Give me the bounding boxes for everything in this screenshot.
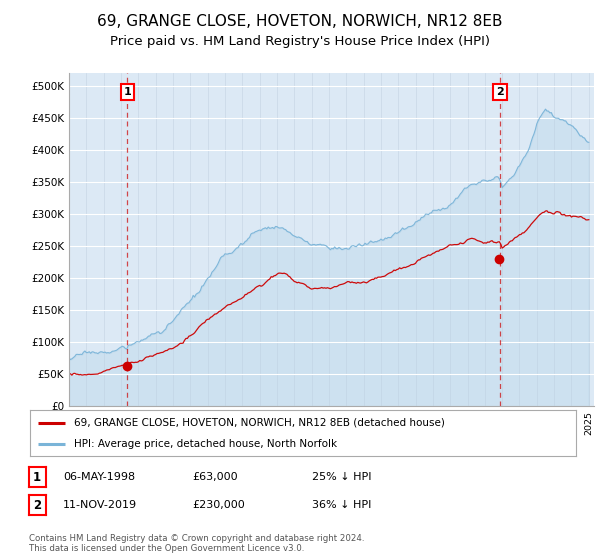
- Text: £230,000: £230,000: [192, 500, 245, 510]
- Text: £63,000: £63,000: [192, 472, 238, 482]
- Text: HPI: Average price, detached house, North Norfolk: HPI: Average price, detached house, Nort…: [74, 439, 337, 449]
- Text: 1: 1: [33, 470, 41, 484]
- Text: 36% ↓ HPI: 36% ↓ HPI: [312, 500, 371, 510]
- Text: 06-MAY-1998: 06-MAY-1998: [63, 472, 135, 482]
- Text: 11-NOV-2019: 11-NOV-2019: [63, 500, 137, 510]
- Text: 2: 2: [33, 498, 41, 512]
- Text: 69, GRANGE CLOSE, HOVETON, NORWICH, NR12 8EB (detached house): 69, GRANGE CLOSE, HOVETON, NORWICH, NR12…: [74, 418, 445, 428]
- Text: 2: 2: [496, 87, 504, 97]
- Text: Price paid vs. HM Land Registry's House Price Index (HPI): Price paid vs. HM Land Registry's House …: [110, 35, 490, 48]
- Text: 25% ↓ HPI: 25% ↓ HPI: [312, 472, 371, 482]
- Text: 1: 1: [124, 87, 131, 97]
- Text: 69, GRANGE CLOSE, HOVETON, NORWICH, NR12 8EB: 69, GRANGE CLOSE, HOVETON, NORWICH, NR12…: [97, 14, 503, 29]
- Text: Contains HM Land Registry data © Crown copyright and database right 2024.
This d: Contains HM Land Registry data © Crown c…: [29, 534, 364, 553]
